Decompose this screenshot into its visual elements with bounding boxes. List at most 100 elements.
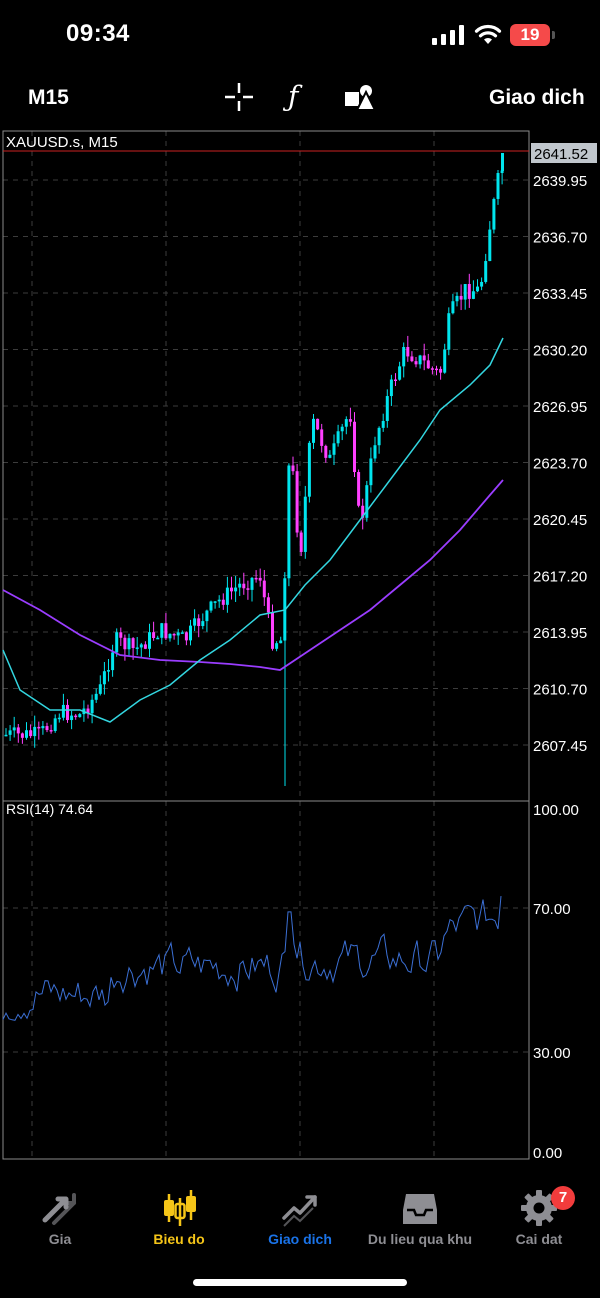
candle-body bbox=[156, 637, 160, 640]
candle-body bbox=[501, 153, 504, 171]
timeframe-button[interactable]: M15 bbox=[28, 86, 69, 109]
candle-body bbox=[447, 313, 451, 350]
candle-body bbox=[402, 347, 406, 367]
candle-body bbox=[66, 704, 69, 721]
candle-body bbox=[131, 638, 135, 648]
history-tray-icon[interactable] bbox=[400, 1188, 440, 1228]
candle-body bbox=[49, 730, 53, 732]
candle-body bbox=[328, 454, 332, 458]
candle-body bbox=[426, 360, 430, 369]
price-tick-label: 2613.95 bbox=[533, 625, 587, 642]
price-tick-label: 2639.95 bbox=[533, 173, 587, 190]
candle-body bbox=[4, 734, 8, 737]
candle-body bbox=[324, 445, 328, 458]
candle-body bbox=[57, 717, 61, 720]
candle-body bbox=[299, 532, 303, 552]
candle-body bbox=[201, 621, 205, 627]
candle-body bbox=[435, 368, 438, 371]
chart-grid bbox=[3, 131, 529, 1159]
candle-body bbox=[98, 684, 102, 694]
candle-body bbox=[480, 281, 484, 287]
price-tick-label: 2623.70 bbox=[533, 456, 587, 473]
candle-body bbox=[102, 671, 106, 685]
rsi-line bbox=[2, 896, 502, 1021]
candle-body bbox=[33, 726, 37, 737]
candle-body bbox=[418, 355, 422, 365]
tab-trade[interactable]: Giao dich bbox=[268, 1231, 332, 1247]
price-arrows-icon[interactable] bbox=[40, 1188, 80, 1228]
battery-level: 19 bbox=[510, 24, 550, 46]
cellular-signal-icon bbox=[432, 25, 464, 45]
candle-body bbox=[139, 644, 143, 648]
candle-body bbox=[459, 295, 463, 300]
rsi-tick-label: 70.00 bbox=[533, 901, 571, 918]
candle-body bbox=[246, 588, 250, 590]
tab-chart[interactable]: Bieu do bbox=[153, 1231, 205, 1247]
candle-body bbox=[455, 295, 459, 302]
candle-body bbox=[373, 445, 377, 459]
candle-body bbox=[217, 599, 221, 602]
rsi-tick-label: 100.00 bbox=[533, 802, 579, 819]
candle-body bbox=[25, 730, 28, 738]
candle-body bbox=[193, 618, 197, 626]
candle-body bbox=[471, 291, 475, 299]
candle-body bbox=[443, 349, 447, 373]
price-axis: 2639.95 2636.70 2633.45 2630.20 2626.95 2623.… bbox=[533, 173, 587, 755]
candle-body bbox=[209, 601, 213, 611]
candle-body bbox=[164, 623, 168, 639]
candle-body bbox=[361, 505, 365, 518]
candle-body bbox=[279, 640, 283, 644]
tab-settings[interactable]: Cai dat bbox=[515, 1231, 563, 1247]
candle-body bbox=[70, 715, 74, 721]
battery-tip bbox=[552, 31, 555, 39]
home-indicator[interactable] bbox=[193, 1279, 407, 1286]
price-tick-label: 2633.45 bbox=[533, 286, 587, 303]
candle-body bbox=[451, 301, 455, 314]
candle-body bbox=[189, 625, 192, 641]
price-chart[interactable]: XAUUSD.s, M15 2641.52 2639.95 2636.70 2633… bbox=[0, 128, 600, 1160]
candle-body bbox=[496, 173, 500, 199]
trade-trend-icon[interactable] bbox=[280, 1188, 320, 1228]
shapes-objects-icon[interactable] bbox=[344, 82, 376, 112]
price-tick-label: 2636.70 bbox=[533, 230, 587, 247]
chart-frame bbox=[2, 130, 530, 1160]
candle-body bbox=[41, 726, 45, 729]
indicators-function-icon[interactable]: ƒ bbox=[288, 80, 299, 113]
candle-body bbox=[221, 599, 225, 605]
candle-body bbox=[500, 170, 504, 174]
candle-body bbox=[123, 637, 127, 650]
candle-body bbox=[476, 286, 479, 292]
rsi-tick-label: 30.00 bbox=[533, 1045, 571, 1062]
candle-body bbox=[53, 718, 57, 731]
candle-body bbox=[135, 647, 139, 649]
candle-body bbox=[439, 368, 443, 373]
candle-body bbox=[143, 644, 147, 649]
candle-body bbox=[74, 715, 78, 718]
settings-gear-icon[interactable] bbox=[519, 1188, 559, 1228]
candle-body bbox=[336, 431, 340, 444]
crosshair-icon[interactable] bbox=[224, 82, 254, 112]
candle-body bbox=[340, 426, 344, 432]
candle-body bbox=[45, 726, 49, 731]
candle-body bbox=[115, 632, 119, 653]
price-tick-label: 2626.95 bbox=[533, 399, 587, 416]
candle-body bbox=[385, 396, 389, 421]
candle-body bbox=[205, 610, 209, 622]
candlestick-chart-icon[interactable] bbox=[160, 1188, 200, 1228]
candle-body bbox=[78, 714, 82, 718]
candle-body bbox=[410, 356, 414, 362]
candle-body bbox=[168, 633, 172, 639]
candle-body bbox=[127, 638, 131, 650]
symbol-label: XAUUSD.s, M15 bbox=[6, 134, 118, 151]
candle-body bbox=[430, 368, 434, 370]
tab-price[interactable]: Gia bbox=[48, 1231, 72, 1247]
candle-body bbox=[107, 670, 110, 672]
candle-body bbox=[303, 496, 307, 552]
candle-body bbox=[148, 632, 151, 649]
current-price-tag bbox=[531, 143, 597, 163]
candle-body bbox=[234, 587, 238, 592]
trade-button[interactable]: Giao dich bbox=[489, 86, 585, 109]
rsi-axis: 100.00 70.00 30.00 0.00 bbox=[533, 802, 579, 1160]
price-tick-label: 2607.45 bbox=[533, 738, 587, 755]
tab-history[interactable]: Du lieu qua khu bbox=[367, 1231, 473, 1247]
